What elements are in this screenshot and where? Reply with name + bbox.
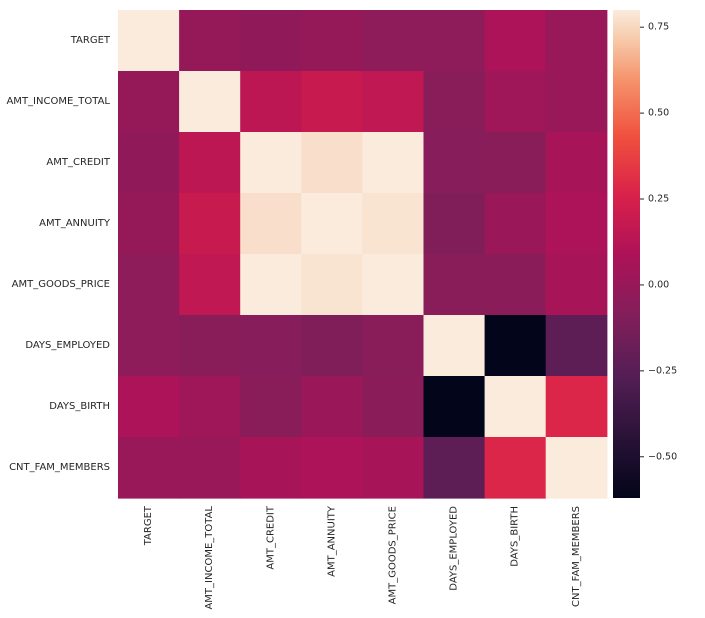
column-label-amt-credit: AMT_CREDIT [265, 505, 276, 569]
heatmap-cell-days-birth-amt-income-total [179, 376, 241, 438]
column-label-target: TARGET [143, 505, 154, 546]
heatmap-cell-amt-goods-price-amt-goods-price [362, 254, 425, 316]
heatmap-cell-days-birth-amt-annuity [301, 376, 363, 438]
heatmap-cell-amt-income-total-amt-annuity [301, 71, 363, 133]
heatmap-cell-amt-annuity-amt-credit [240, 193, 302, 255]
heatmap-cell-amt-goods-price-days-birth [484, 254, 547, 316]
heatmap-cell-days-birth-target [118, 376, 180, 438]
heatmap-cell-amt-annuity-target [118, 193, 180, 255]
heatmap-cell-days-employed-amt-credit [240, 315, 302, 377]
heatmap-cell-amt-income-total-amt-credit [240, 71, 302, 133]
colorbar: 0.75 0.50 0.25 0.00 −0.25 −0.50 [613, 10, 677, 498]
colorbar-tick-label: 0.75 [648, 22, 669, 33]
heatmap-cell-days-birth-amt-goods-price [362, 376, 425, 438]
heatmap-cell-cnt-fam-members-amt-annuity [301, 437, 363, 499]
heatmap-cell-target-days-birth [484, 10, 547, 72]
heatmap-cell-amt-goods-price-days-employed [423, 254, 486, 316]
heatmap-cell-amt-credit-target [118, 132, 180, 194]
heatmap-cell-cnt-fam-members-amt-credit [240, 437, 302, 499]
row-label-amt-income-total: AMT_INCOME_TOTAL [6, 96, 110, 107]
colorbar-tick-label: 0.50 [648, 108, 669, 119]
heatmap-cell-cnt-fam-members-amt-goods-price [362, 437, 425, 499]
heatmap-cell-cnt-fam-members-days-employed [423, 437, 486, 499]
heatmap-cell-target-amt-credit [240, 10, 302, 72]
heatmap-cell-amt-goods-price-amt-credit [240, 254, 302, 316]
heatmap-cell-amt-goods-price-amt-annuity [301, 254, 363, 316]
heatmap-cell-amt-credit-days-employed [423, 132, 486, 194]
heatmap-cell-target-days-employed [423, 10, 486, 72]
heatmap-cell-amt-income-total-cnt-fam-members [545, 71, 608, 133]
colorbar-tick-label: 0.00 [648, 279, 669, 290]
heatmap-cell-amt-annuity-days-birth [484, 193, 547, 255]
colorbar-tick-label: −0.25 [648, 365, 677, 376]
heatmap-cells [118, 10, 608, 499]
heatmap-cell-amt-goods-price-cnt-fam-members [545, 254, 608, 316]
heatmap-cell-target-cnt-fam-members [545, 10, 608, 72]
row-label-days-employed: DAYS_EMPLOYED [25, 340, 110, 351]
heatmap-cell-days-birth-cnt-fam-members [545, 376, 608, 438]
row-label-amt-credit: AMT_CREDIT [46, 157, 110, 168]
heatmap-cell-target-amt-goods-price [362, 10, 425, 72]
row-label-days-birth: DAYS_BIRTH [49, 401, 110, 412]
heatmap-cell-amt-annuity-amt-goods-price [362, 193, 425, 255]
heatmap-cell-amt-income-total-amt-income-total [179, 71, 241, 133]
row-label-amt-annuity: AMT_ANNUITY [39, 218, 111, 229]
heatmap-cell-days-birth-amt-credit [240, 376, 302, 438]
heatmap-cell-amt-income-total-target [118, 71, 180, 133]
row-label-amt-goods-price: AMT_GOODS_PRICE [12, 279, 110, 290]
heatmap-cell-amt-credit-days-birth [484, 132, 547, 194]
heatmap-cell-amt-goods-price-amt-income-total [179, 254, 241, 316]
heatmap-cell-days-birth-days-employed [423, 376, 486, 438]
heatmap-cell-amt-credit-amt-goods-price [362, 132, 425, 194]
heatmap-cell-amt-annuity-cnt-fam-members [545, 193, 608, 255]
heatmap-cell-amt-annuity-days-employed [423, 193, 486, 255]
heatmap-cell-cnt-fam-members-amt-income-total [179, 437, 241, 499]
colorbar-tick-label: −0.50 [648, 451, 677, 462]
heatmap-cell-cnt-fam-members-cnt-fam-members [545, 437, 608, 499]
column-label-amt-annuity: AMT_ANNUITY [326, 505, 337, 577]
heatmap-cell-amt-goods-price-target [118, 254, 180, 316]
colorbar-tick-label: 0.25 [648, 194, 669, 205]
column-label-days-birth: DAYS_BIRTH [510, 506, 521, 567]
heatmap-cell-days-employed-amt-goods-price [362, 315, 425, 377]
heatmap-cell-target-amt-annuity [301, 10, 363, 72]
row-labels: TARGET AMT_INCOME_TOTAL AMT_CREDIT AMT_ANNU… [6, 35, 110, 473]
heatmap-cell-days-employed-days-employed [423, 315, 486, 377]
heatmap-cell-amt-income-total-days-employed [423, 71, 486, 133]
heatmap-cell-amt-credit-amt-credit [240, 132, 302, 194]
heatmap-cell-amt-credit-amt-income-total [179, 132, 241, 194]
row-label-cnt-fam-members: CNT_FAM_MEMBERS [9, 462, 110, 473]
column-label-cnt-fam-members: CNT_FAM_MEMBERS [571, 506, 582, 607]
heatmap-cell-amt-credit-cnt-fam-members [545, 132, 608, 194]
heatmap-cell-days-employed-amt-annuity [301, 315, 363, 377]
heatmap-cell-days-birth-days-birth [484, 376, 547, 438]
row-label-target: TARGET [70, 35, 111, 46]
heatmap-cell-cnt-fam-members-days-birth [484, 437, 547, 499]
heatmap-cell-amt-credit-amt-annuity [301, 132, 363, 194]
heatmap-cell-days-employed-amt-income-total [179, 315, 241, 377]
heatmap-cell-amt-annuity-amt-annuity [301, 193, 363, 255]
heatmap-cell-amt-income-total-days-birth [484, 71, 547, 133]
colorbar-bar [613, 10, 640, 498]
heatmap-cell-days-employed-days-birth [484, 315, 547, 377]
heatmap-cell-amt-income-total-amt-goods-price [362, 71, 425, 133]
heatmap-cell-amt-annuity-amt-income-total [179, 193, 241, 255]
heatmap-cell-days-employed-cnt-fam-members [545, 315, 608, 377]
heatmap-cell-target-amt-income-total [179, 10, 241, 72]
column-labels: TARGET AMT_INCOME_TOTAL AMT_CREDIT AMT_ANNU… [143, 505, 582, 609]
column-label-days-employed: DAYS_EMPLOYED [449, 506, 460, 591]
heatmap-cell-cnt-fam-members-target [118, 437, 180, 499]
column-label-amt-goods-price: AMT_GOODS_PRICE [387, 506, 398, 604]
column-label-amt-income-total: AMT_INCOME_TOTAL [204, 506, 215, 610]
heatmap-cell-target-target [118, 10, 180, 72]
heatmap-cell-days-employed-target [118, 315, 180, 377]
